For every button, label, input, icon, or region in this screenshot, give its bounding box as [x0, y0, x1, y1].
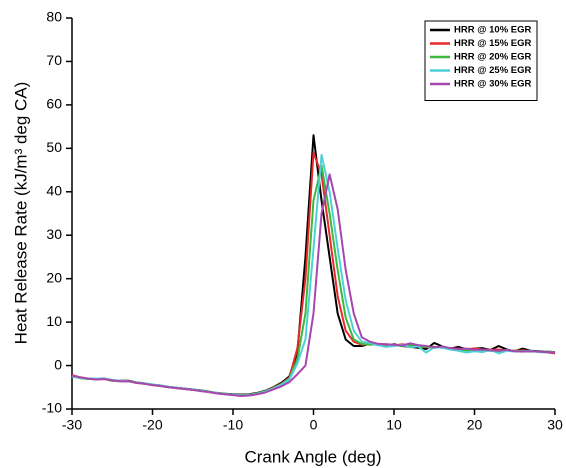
y-tick-label: 30	[46, 226, 62, 242]
data-line	[71, 151, 556, 397]
y-tick-label: 40	[46, 182, 62, 198]
data-line	[71, 164, 556, 397]
y-tick-label: 70	[46, 52, 62, 68]
legend-box	[424, 20, 538, 101]
x-tick-label: 30	[547, 417, 563, 433]
y-tick-label: 50	[46, 139, 62, 155]
y-tick-label: -10	[42, 400, 62, 416]
y-tick-label: 10	[46, 313, 62, 329]
x-tick-label: -30	[62, 417, 82, 433]
y-axis-title: Heat Release Rate (kJ/m³ deg CA)	[11, 82, 30, 345]
x-tick-label: 10	[386, 417, 402, 433]
x-tick-label: 0	[310, 417, 318, 433]
legend-label: HRR @ 20% EGR	[454, 52, 532, 63]
data-line	[71, 173, 556, 397]
y-tick-label: 60	[46, 96, 62, 112]
x-tick-label: -10	[223, 417, 243, 433]
legend-label: HRR @ 25% EGR	[454, 65, 532, 76]
data-line	[71, 134, 556, 396]
y-tick-label: 80	[46, 9, 62, 25]
legend-label: HRR @ 10% EGR	[454, 25, 532, 36]
data-line	[71, 153, 555, 397]
y-tick-label: 20	[46, 269, 62, 285]
legend-label: HRR @ 30% EGR	[454, 79, 532, 90]
x-axis-title: Crank Angle (deg)	[244, 447, 381, 466]
legend-label: HRR @ 15% EGR	[454, 38, 532, 49]
x-tick-label: 20	[467, 417, 483, 433]
x-tick-label: -20	[142, 417, 162, 433]
y-tick-label: 0	[54, 356, 62, 372]
